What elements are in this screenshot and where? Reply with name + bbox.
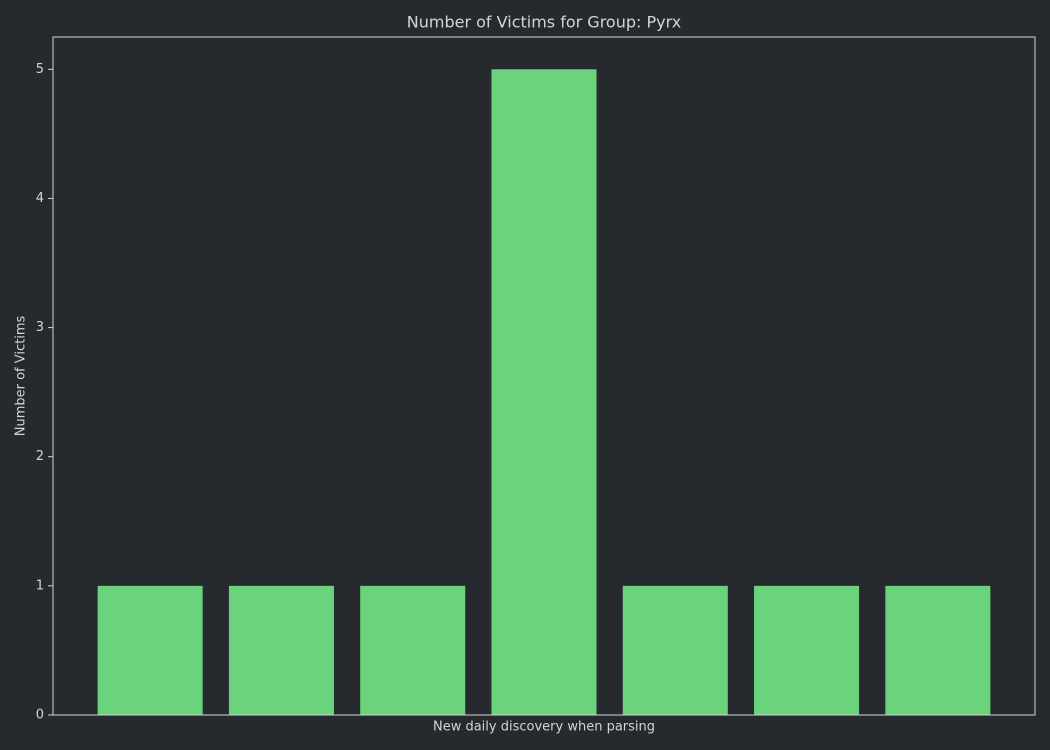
bar: [360, 585, 466, 715]
y-tick-label: 1: [36, 578, 44, 593]
bar: [97, 585, 203, 715]
y-tick-label: 2: [36, 449, 44, 464]
chart-title: Number of Victims for Group: Pyrx: [407, 13, 681, 32]
bar: [754, 585, 860, 715]
x-axis-label: New daily discovery when parsing: [433, 720, 655, 735]
y-axis-label: Number of Victims: [14, 316, 29, 437]
y-tick-label: 3: [36, 320, 44, 335]
bar: [622, 585, 728, 715]
bar: [491, 69, 597, 716]
y-tick-label: 5: [36, 62, 44, 77]
y-tick-label: 0: [36, 708, 44, 723]
y-tick-label: 4: [36, 191, 44, 206]
plot-frame: [52, 36, 1036, 716]
bar: [885, 585, 991, 715]
bar: [228, 585, 334, 715]
